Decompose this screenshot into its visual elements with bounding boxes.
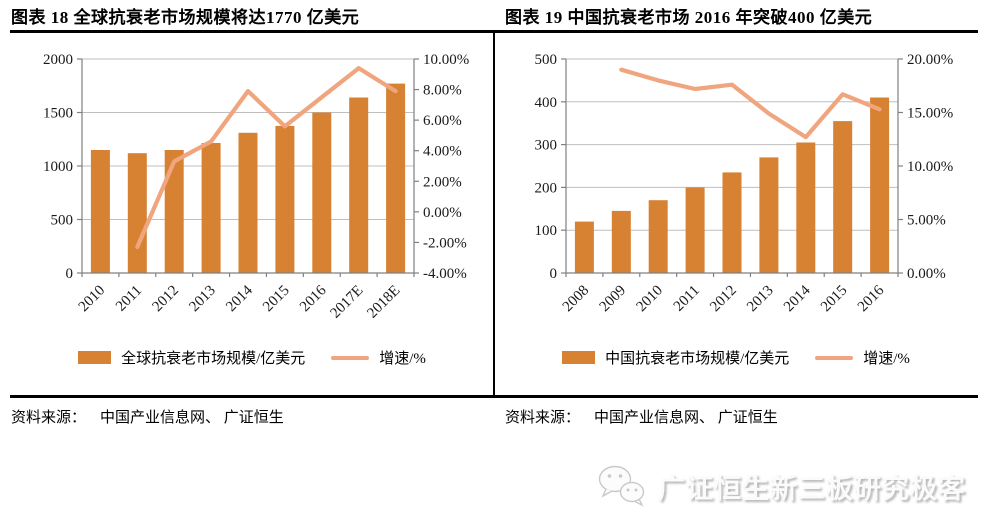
right-tick-label: 10.00%: [423, 52, 469, 68]
left-tick-label: 0: [66, 266, 74, 282]
bar: [386, 83, 406, 273]
line-series-label: 增速/%: [863, 351, 910, 367]
right-tick-label: 5.00%: [907, 213, 946, 229]
figure-18-legend: 全球抗衰老市场规模/亿美元 增速/%: [10, 333, 494, 368]
x-tick-label: 2014: [223, 282, 256, 315]
source-text: 中国产业信息网、 广证恒生: [100, 410, 284, 426]
right-tick-label: 20.00%: [907, 52, 953, 68]
bar: [201, 143, 221, 273]
right-tick-label: 0.00%: [907, 266, 946, 282]
right-tick-label: -4.00%: [423, 266, 467, 282]
bar: [685, 187, 705, 273]
right-tick-label: 2.00%: [423, 174, 462, 190]
bar: [796, 142, 816, 273]
source-text: 中国产业信息网、 广证恒生: [594, 410, 778, 426]
bar: [574, 221, 594, 273]
figure-19: 图表 19 中国抗衰老市场 2016 年突破400 亿美元 0 100 200 300…: [494, 0, 988, 427]
left-tick-label: 300: [535, 138, 558, 154]
bar-series-swatch: [562, 351, 596, 364]
bar: [312, 112, 332, 273]
line-series-swatch: [815, 355, 854, 360]
x-tick-label: 2013: [744, 283, 777, 316]
x-tick-label: 2010: [634, 283, 667, 316]
bar: [870, 97, 890, 273]
x-tick-label: 2010: [76, 283, 109, 316]
figure-18-title: 图表 18 全球抗衰老市场规模将达1770 亿美元: [11, 7, 360, 27]
x-tick-label: 2009: [597, 283, 630, 316]
x-tick-label: 2018E: [364, 283, 403, 322]
bar-series-swatch: [78, 351, 112, 364]
figure-19-title: 图表 19 中国抗衰老市场 2016 年突破400 亿美元: [505, 7, 873, 27]
watermark: 广证恒生新三板研究极客: [596, 463, 966, 509]
x-tick-label: 2011: [113, 283, 145, 315]
bar: [90, 150, 110, 273]
growth-line: [619, 67, 882, 140]
left-tick-label: 500: [51, 213, 74, 229]
x-tick-label: 2014: [781, 282, 814, 315]
figure-divider: [493, 30, 495, 398]
figure-19-source: 资料来源： 中国产业信息网、 广证恒生: [505, 406, 988, 427]
figure-19-chart-box: 0 100 200 300 400 500 0.00% 5.00% 10.00% 15.00% 20…: [494, 30, 978, 398]
x-tick-label: 2015: [818, 283, 851, 316]
x-tick-label: 2008: [560, 283, 593, 316]
growth-line: [135, 66, 398, 250]
right-tick-label: 15.00%: [907, 106, 953, 122]
bar: [722, 172, 742, 273]
bar: [648, 200, 668, 273]
bar: [238, 132, 258, 273]
x-tick-label: 2015: [260, 283, 293, 316]
china-antiaging-market-chart: 0 100 200 300 400 500 0.00% 5.00% 10.00% 15.00% 20…: [535, 52, 954, 316]
line-series-swatch: [331, 355, 370, 360]
x-tick-label: 2012: [707, 283, 740, 316]
bar: [275, 125, 295, 274]
left-tick-label: 500: [535, 52, 558, 68]
x-tick-label: 2012: [150, 283, 183, 316]
right-tick-label: -2.00%: [423, 235, 467, 251]
bar: [611, 210, 631, 273]
bar: [833, 121, 853, 273]
bar: [349, 97, 369, 273]
x-tick-label: 2016: [855, 282, 888, 315]
figures-row: 图表 18 全球抗衰老市场规模将达1770 亿美元 0 500 1000 1500 20…: [0, 0, 988, 427]
left-tick-label: 1000: [43, 159, 73, 175]
x-tick-label: 2017E: [327, 283, 366, 322]
right-tick-label: 0.00%: [423, 205, 462, 221]
source-label: 资料来源：: [11, 410, 87, 426]
right-tick-label: 6.00%: [423, 113, 462, 129]
bar-series-label: 中国抗衰老市场规模/亿美元: [605, 351, 790, 367]
figure-18-source: 资料来源： 中国产业信息网、 广证恒生: [11, 406, 494, 427]
global-antiaging-market-chart: 0 500 1000 1500 2000 -4.00% -2.00% 0.00% 2.00% 4.…: [43, 52, 469, 322]
left-tick-label: 2000: [43, 52, 73, 68]
bar: [127, 153, 147, 273]
x-tick-label: 2013: [186, 283, 219, 316]
left-tick-label: 400: [535, 95, 558, 111]
watermark-text: 广证恒生新三板研究极客: [658, 473, 966, 504]
bar-series-label: 全球抗衰老市场规模/亿美元: [121, 351, 306, 367]
right-tick-label: 10.00%: [907, 159, 953, 175]
line-series-label: 增速/%: [379, 351, 426, 367]
left-tick-label: 100: [535, 223, 558, 239]
left-tick-label: 200: [535, 180, 558, 196]
figure-18-chart-box: 0 500 1000 1500 2000 -4.00% -2.00% 0.00% 2.00% 4.…: [10, 30, 494, 398]
figure-18: 图表 18 全球抗衰老市场规模将达1770 亿美元 0 500 1000 1500 20…: [0, 0, 494, 427]
right-tick-label: 8.00%: [423, 83, 462, 99]
x-tick-label: 2011: [671, 283, 703, 315]
bar: [164, 150, 184, 273]
x-tick-label: 2016: [297, 282, 330, 315]
figure-19-legend: 中国抗衰老市场规模/亿美元 增速/%: [494, 333, 978, 368]
wechat-icon: [598, 465, 645, 507]
bar: [759, 157, 779, 273]
left-tick-label: 0: [550, 266, 558, 282]
left-tick-label: 1500: [43, 106, 73, 122]
right-tick-label: 4.00%: [423, 144, 462, 160]
source-label: 资料来源：: [505, 410, 581, 426]
